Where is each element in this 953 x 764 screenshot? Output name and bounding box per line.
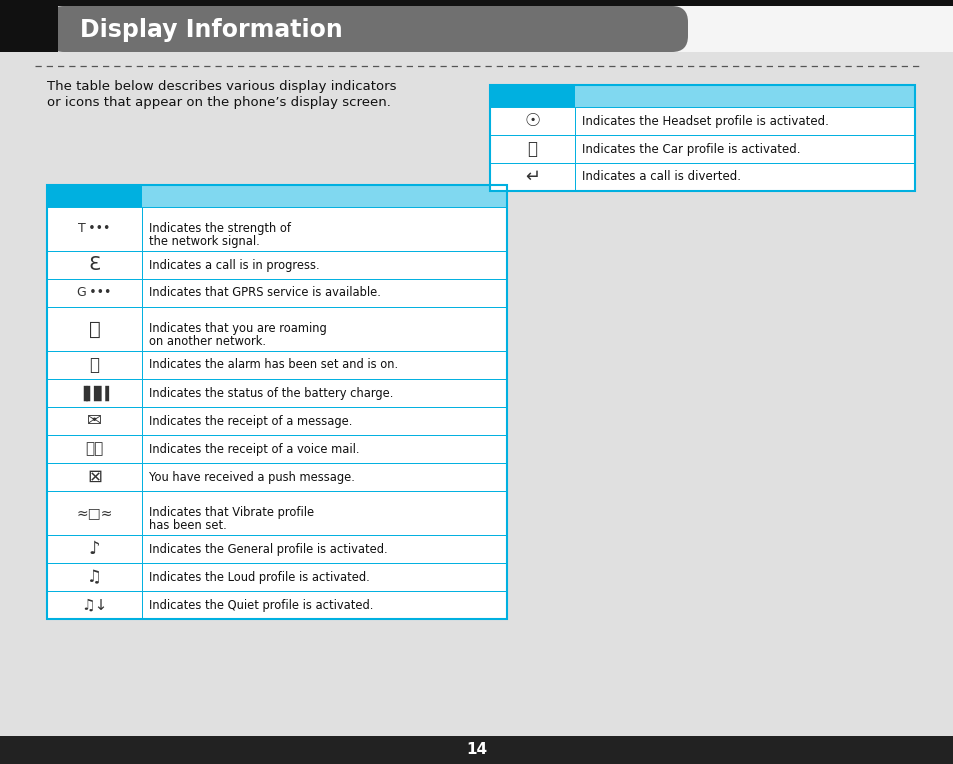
- Text: Indicates that GPRS service is available.: Indicates that GPRS service is available…: [149, 286, 380, 299]
- Bar: [47, 591, 142, 619]
- Bar: [47, 379, 142, 407]
- Text: ☉: ☉: [524, 112, 540, 130]
- Bar: [142, 435, 506, 463]
- Bar: [490, 163, 575, 191]
- Text: ♫↓: ♫↓: [81, 597, 108, 613]
- Text: 14: 14: [466, 743, 487, 757]
- Bar: [142, 407, 506, 435]
- Bar: [142, 251, 506, 279]
- Bar: [142, 563, 506, 591]
- Bar: [490, 85, 575, 107]
- Text: Indicates a call is in progress.: Indicates a call is in progress.: [149, 258, 319, 271]
- Bar: [47, 463, 142, 491]
- Text: The table below describes various display indicators: The table below describes various displa…: [47, 80, 396, 93]
- Text: Indicates that Vibrate profile: Indicates that Vibrate profile: [149, 506, 314, 519]
- Text: Indicates the Car profile is activated.: Indicates the Car profile is activated.: [581, 143, 800, 156]
- Text: ⦾⦾: ⦾⦾: [85, 442, 104, 457]
- Text: Indicates the Loud profile is activated.: Indicates the Loud profile is activated.: [149, 571, 370, 584]
- Text: ♫: ♫: [87, 568, 102, 586]
- FancyBboxPatch shape: [48, 6, 687, 52]
- Bar: [47, 563, 142, 591]
- Bar: [575, 107, 914, 135]
- Bar: [142, 379, 506, 407]
- Bar: [0, 736, 953, 764]
- Bar: [575, 85, 914, 107]
- Bar: [142, 463, 506, 491]
- Text: T •••: T •••: [78, 222, 111, 235]
- Text: has been set.: has been set.: [149, 519, 227, 532]
- Bar: [47, 535, 142, 563]
- Bar: [47, 491, 142, 535]
- Text: Display Information: Display Information: [80, 18, 342, 42]
- Bar: [142, 535, 506, 563]
- Bar: [47, 307, 142, 351]
- Text: ⏰: ⏰: [90, 356, 99, 374]
- Text: You have received a push message.: You have received a push message.: [149, 471, 355, 484]
- Bar: [0, 6, 58, 52]
- Bar: [47, 351, 142, 379]
- Bar: [142, 491, 506, 535]
- Text: Indicates the Headset profile is activated.: Indicates the Headset profile is activat…: [581, 115, 828, 128]
- Text: G •••: G •••: [77, 286, 112, 299]
- Bar: [575, 163, 914, 191]
- Bar: [0, 0, 953, 6]
- Bar: [47, 435, 142, 463]
- Bar: [47, 207, 142, 251]
- Text: Indicates the Quiet profile is activated.: Indicates the Quiet profile is activated…: [149, 598, 373, 611]
- Bar: [490, 107, 575, 135]
- Bar: [490, 135, 575, 163]
- Text: Ⓡ: Ⓡ: [89, 319, 100, 338]
- Text: on another network.: on another network.: [149, 335, 266, 348]
- Text: Indicates the status of the battery charge.: Indicates the status of the battery char…: [149, 387, 393, 400]
- Bar: [142, 185, 506, 207]
- Text: Indicates the General profile is activated.: Indicates the General profile is activat…: [149, 542, 387, 555]
- Bar: [575, 135, 914, 163]
- Bar: [47, 185, 506, 619]
- Text: ▐▌█▐: ▐▌█▐: [79, 385, 110, 401]
- Text: ⛓: ⛓: [527, 140, 537, 158]
- Bar: [47, 185, 142, 207]
- Bar: [142, 279, 506, 307]
- Text: ≈□≈: ≈□≈: [76, 506, 112, 520]
- Bar: [142, 307, 506, 351]
- Text: ↵: ↵: [524, 168, 539, 186]
- Bar: [47, 407, 142, 435]
- Bar: [142, 591, 506, 619]
- Text: ♪: ♪: [89, 540, 100, 558]
- Text: ✉: ✉: [87, 412, 102, 430]
- Text: ℇ: ℇ: [89, 255, 100, 274]
- Text: or icons that appear on the phone’s display screen.: or icons that appear on the phone’s disp…: [47, 96, 391, 109]
- Text: Indicates a call is diverted.: Indicates a call is diverted.: [581, 170, 740, 183]
- Bar: [142, 207, 506, 251]
- Text: ⊠: ⊠: [87, 468, 102, 486]
- Bar: [142, 351, 506, 379]
- Bar: [47, 279, 142, 307]
- Text: the network signal.: the network signal.: [149, 235, 259, 248]
- Text: Indicates the alarm has been set and is on.: Indicates the alarm has been set and is …: [149, 358, 397, 371]
- Text: Indicates the receipt of a message.: Indicates the receipt of a message.: [149, 415, 352, 428]
- Bar: [490, 85, 914, 191]
- Text: Indicates the receipt of a voice mail.: Indicates the receipt of a voice mail.: [149, 442, 359, 455]
- Bar: [47, 251, 142, 279]
- Text: Indicates the strength of: Indicates the strength of: [149, 222, 291, 235]
- Text: Indicates that you are roaming: Indicates that you are roaming: [149, 322, 327, 335]
